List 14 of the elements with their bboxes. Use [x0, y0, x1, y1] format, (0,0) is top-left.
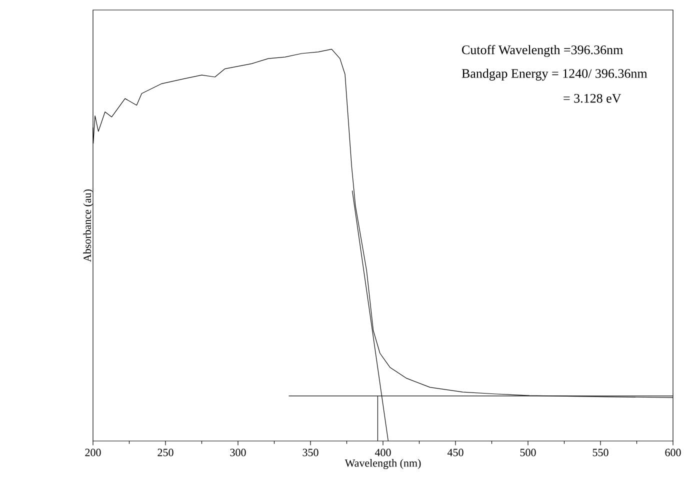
x-tick-label: 550	[592, 448, 608, 456]
x-tick-label: 200	[85, 448, 101, 456]
x-tick-label: 350	[302, 448, 318, 456]
x-tick-label: 250	[158, 448, 174, 456]
annotation: Cutoff Wavelength =396.36nm	[462, 44, 623, 57]
y-axis-title: Absorbance (au)	[83, 189, 94, 262]
x-tick-label: 500	[520, 448, 536, 456]
x-axis-title: Wavelength (nm)	[344, 459, 421, 470]
x-tick-label: 450	[447, 448, 464, 456]
x-tick-label: 300	[230, 448, 246, 456]
x-tick-label: 400	[374, 448, 391, 456]
annotation: Bandgap Energy = 1240/ 396.36nm	[462, 68, 648, 81]
annotation: = 3.128 eV	[564, 94, 622, 103]
x-tick-label: 600	[665, 448, 681, 456]
